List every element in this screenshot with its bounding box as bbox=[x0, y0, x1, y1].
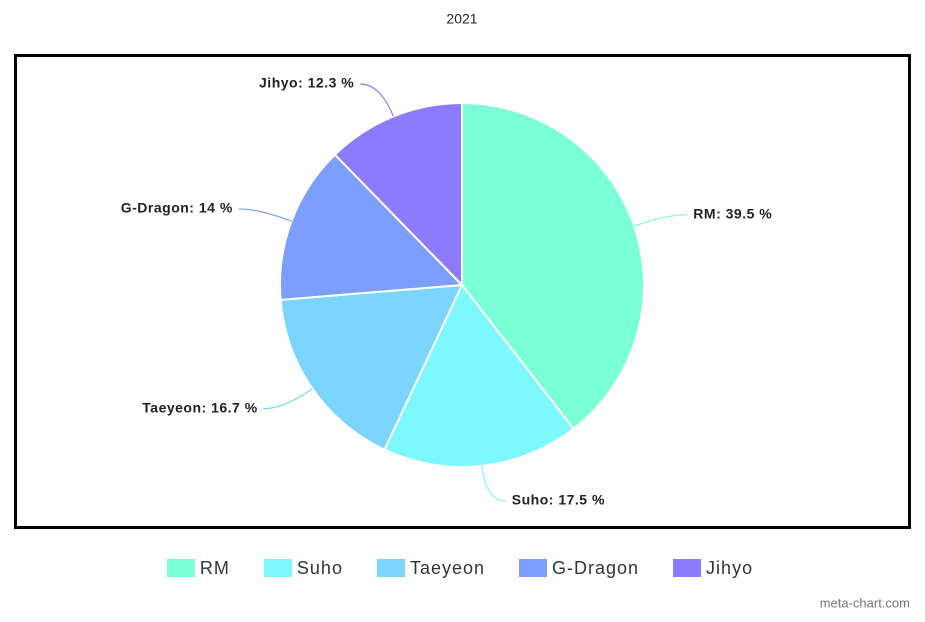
chart-title: 2021 bbox=[446, 11, 477, 27]
plot-frame bbox=[14, 54, 911, 529]
legend-item: RM bbox=[166, 558, 230, 578]
leader-line bbox=[360, 83, 394, 117]
legend-label: RM bbox=[200, 558, 230, 578]
legend: RM Suho Taeyeon G-Dragon Jihyo bbox=[166, 558, 753, 578]
pie: RM: 39.5 % Suho: 17.5 % Taeyeon: 16.7 % G-D… bbox=[121, 75, 772, 508]
leader-line bbox=[633, 214, 688, 227]
legend-item: Taeyeon bbox=[376, 558, 485, 578]
data-label: G-Dragon: 14 % bbox=[121, 200, 233, 216]
legend-swatch bbox=[166, 559, 195, 577]
leader-line bbox=[263, 388, 313, 410]
legend-label: G-Dragon bbox=[552, 558, 639, 578]
data-label: Taeyeon: 16.7 % bbox=[142, 399, 257, 415]
legend-item: Jihyo bbox=[673, 558, 753, 578]
legend-label: Suho bbox=[297, 558, 343, 578]
pie-slice bbox=[333, 101, 463, 288]
pie-slice bbox=[279, 153, 465, 301]
legend-swatch bbox=[263, 559, 292, 577]
pie-slice bbox=[279, 283, 464, 452]
data-label: Suho: 17.5 % bbox=[512, 491, 605, 507]
data-label: RM: 39.5 % bbox=[693, 205, 772, 221]
legend-item: G-Dragon bbox=[519, 558, 639, 578]
leader-line bbox=[481, 465, 506, 502]
leader-line bbox=[238, 208, 292, 222]
legend-swatch bbox=[519, 559, 548, 577]
watermark: meta-chart.com bbox=[820, 595, 910, 610]
legend-label: Taeyeon bbox=[410, 558, 485, 578]
legend-label: Jihyo bbox=[706, 558, 753, 578]
legend-item: Suho bbox=[263, 558, 343, 578]
data-label: Jihyo: 12.3 % bbox=[259, 75, 354, 91]
pie-slice bbox=[461, 101, 645, 431]
legend-swatch bbox=[673, 559, 702, 577]
legend-swatch bbox=[376, 559, 405, 577]
